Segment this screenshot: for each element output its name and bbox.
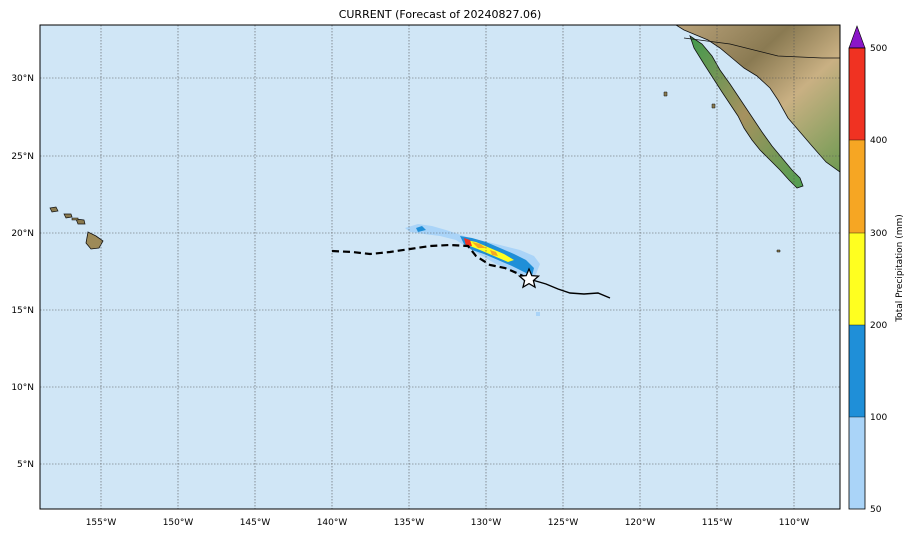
small-island [711,103,716,109]
map-title: CURRENT (Forecast of 20240827.06) [338,8,542,21]
colorbar-tick-400: 400 [870,136,887,146]
lat-label-15n: 15°N [11,306,34,316]
molokai-island [71,217,79,221]
oahu-island [63,213,73,219]
mexico-mainland [675,25,840,173]
colorbar: 500 400 300 200 100 50 Total Precipitati… [848,25,905,515]
colorbar-tick-100: 100 [870,413,887,423]
colorbar-tick-200: 200 [870,321,887,331]
lat-label-25n: 25°N [11,152,34,162]
observed-track [528,278,611,299]
colorbar-segment-50-100 [849,417,865,509]
lon-label-145w: 145°W [240,518,271,528]
guadalupe-island [663,91,668,97]
colorbar-segment-300-400 [849,140,865,233]
lon-label-155w: 155°W [86,518,117,528]
lon-label-125w: 125°W [548,518,579,528]
lon-label-110w: 110°W [779,518,810,528]
colorbar-segment-100-200 [849,325,865,417]
colorbar-segment-400-500 [849,48,865,140]
revillagigedo-island [776,249,781,253]
lon-label-130w: 130°W [471,518,502,528]
lat-label-10n: 10°N [11,383,34,393]
lon-label-150w: 150°W [163,518,194,528]
lon-label-120w: 120°W [625,518,656,528]
star-icon [517,267,541,289]
lon-label-135w: 135°W [394,518,425,528]
forecast-track [331,243,530,280]
ocean-background [40,25,840,509]
lon-label-115w: 115°W [702,518,733,528]
map-frame [39,24,841,510]
baja-california [689,35,804,189]
lat-label-30n: 30°N [11,74,34,84]
grid-lines [40,25,840,509]
colorbar-frame [848,47,866,510]
colorbar-extend-triangle [848,25,866,49]
lat-label-5n: 5°N [17,460,34,470]
colorbar-tick-50: 50 [870,505,882,515]
lon-label-140w: 140°W [317,518,348,528]
lat-label-20n: 20°N [11,229,34,239]
colorbar-title: Total Precipitation (mm) [895,214,905,323]
colorbar-tick-300: 300 [870,229,887,239]
kauai-island [49,206,59,213]
us-mexico-border [683,37,840,59]
hawaii-big-island [85,231,104,250]
colorbar-tick-500: 500 [870,44,887,54]
colorbar-segment-200-300 [849,233,865,325]
